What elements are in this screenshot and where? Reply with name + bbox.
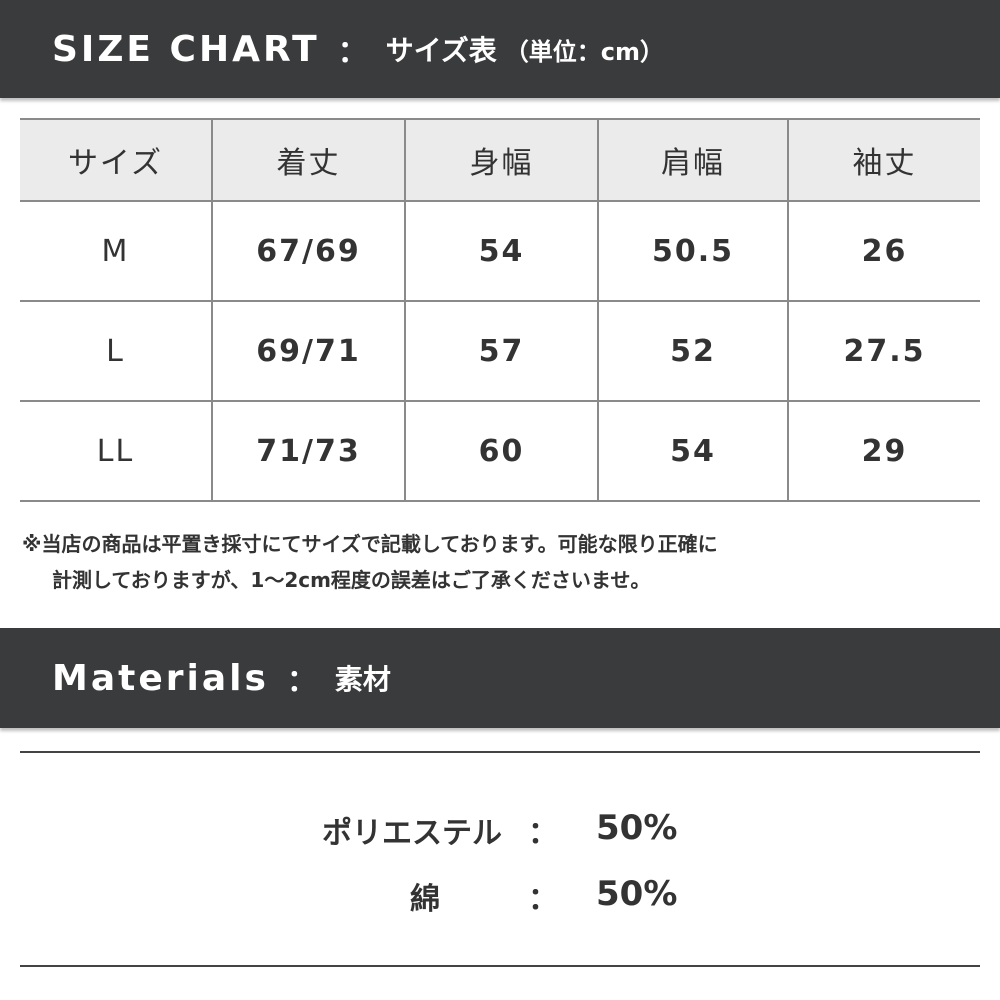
cell: 50.5 <box>597 200 789 302</box>
table-row: L 69/71 57 52 27.5 <box>20 300 980 402</box>
cell: M <box>20 200 213 302</box>
cell: L <box>20 300 213 402</box>
cell: 54 <box>597 400 789 502</box>
materials-title-jp: 素材 <box>334 663 391 696</box>
measurement-note: ※当店の商品は平置き採寸にてサイズで記載しております。可能な限り正確に 計測して… <box>22 526 718 598</box>
cell: 57 <box>404 300 599 402</box>
header-size: サイズ <box>20 118 213 202</box>
cell: 71/73 <box>211 400 406 502</box>
material-sep: ： <box>528 882 558 917</box>
header-length: 着丈 <box>211 118 406 202</box>
size-table: サイズ 着丈 身幅 肩幅 袖丈 M 67/69 54 50.5 26 L 69/… <box>20 118 980 502</box>
table-row: LL 71/73 60 54 29 <box>20 400 980 502</box>
header-body-width: 身幅 <box>404 118 599 202</box>
cell: 54 <box>404 200 599 302</box>
size-chart-title-en: SIZE CHART <box>52 28 320 70</box>
cell: 60 <box>404 400 599 502</box>
title-colon: ： <box>337 35 368 70</box>
divider <box>20 751 980 753</box>
materials-header: Materials ： 素材 <box>0 628 1000 728</box>
material-name: 綿 <box>410 882 440 917</box>
material-value: 50% <box>596 808 678 848</box>
cell: 29 <box>787 400 980 502</box>
header-shoulder: 肩幅 <box>597 118 789 202</box>
header-sleeve: 袖丈 <box>787 118 980 202</box>
materials-title-en: Materials <box>52 657 269 699</box>
divider <box>20 965 980 967</box>
size-chart-title-jp: サイズ表 <box>385 34 497 67</box>
cell: 52 <box>597 300 789 402</box>
cell: 27.5 <box>787 300 980 402</box>
table-header-row: サイズ 着丈 身幅 肩幅 袖丈 <box>20 118 980 202</box>
material-value: 50% <box>596 874 678 914</box>
cell: 69/71 <box>211 300 406 402</box>
table-row: M 67/69 54 50.5 26 <box>20 200 980 302</box>
material-sep: ： <box>528 816 558 851</box>
cell: LL <box>20 400 213 502</box>
title-colon: ： <box>286 664 317 699</box>
size-chart-unit: （単位：cm） <box>504 37 665 66</box>
cell: 26 <box>787 200 980 302</box>
note-line-2: 計測しておりますが、1～2cm程度の誤差はご了承くださいませ。 <box>52 568 651 592</box>
size-chart-header: SIZE CHART ： サイズ表 （単位：cm） <box>0 0 1000 98</box>
cell: 67/69 <box>211 200 406 302</box>
material-name: ポリエステル <box>322 816 502 851</box>
note-line-1: ※当店の商品は平置き採寸にてサイズで記載しております。可能な限り正確に <box>22 532 718 556</box>
